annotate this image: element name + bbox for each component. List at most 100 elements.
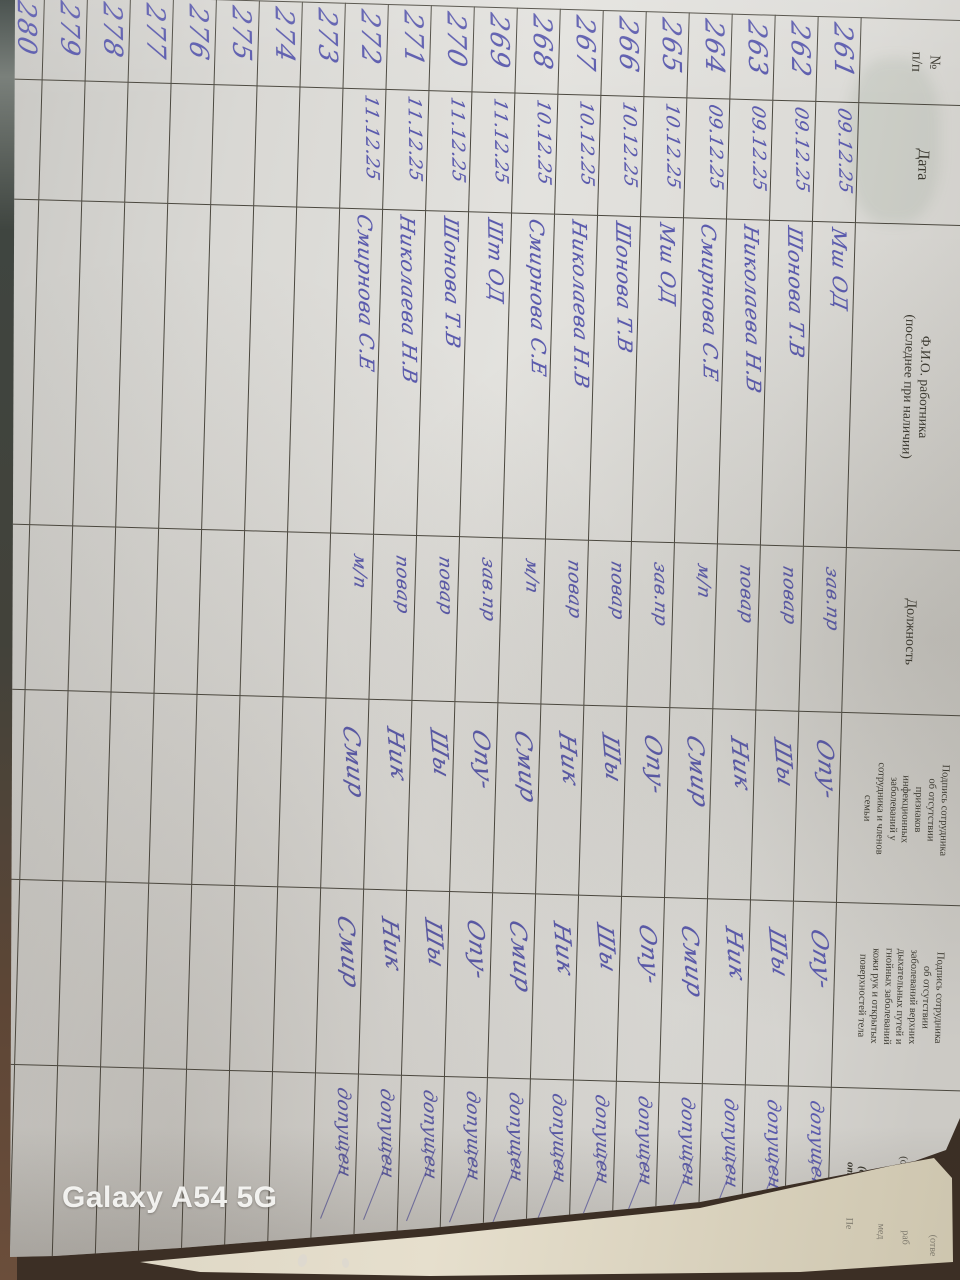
handwriting-sign2: Опу- bbox=[461, 916, 493, 984]
handwriting-date: 09.12.25 bbox=[790, 104, 813, 195]
handwriting-sign1: Ник bbox=[725, 733, 756, 794]
cell-sign1: Шы bbox=[578, 705, 627, 897]
handwriting-sign2: Шы bbox=[419, 915, 449, 972]
col-header-num: № п/п bbox=[858, 17, 960, 107]
cell-name bbox=[244, 205, 297, 532]
handwriting-result: допущен bbox=[591, 1084, 613, 1186]
handwriting-num: 275 bbox=[225, 3, 257, 65]
handwriting-position: м/п bbox=[521, 556, 543, 596]
cell-name bbox=[115, 202, 168, 529]
handwriting-num: 269 bbox=[483, 10, 515, 73]
cell-sign1 bbox=[62, 690, 112, 882]
cell-position: зав.пр bbox=[626, 541, 675, 708]
handwriting-result: допущен bbox=[462, 1081, 484, 1183]
cell-name: Смирнова С.Е bbox=[674, 217, 727, 544]
underpage-text-fragment: мед bbox=[875, 1223, 887, 1240]
cell-position bbox=[25, 524, 73, 691]
handwriting-name: Мш ОД bbox=[655, 220, 681, 309]
cell-date: 11.12.25 bbox=[382, 89, 429, 211]
handwriting-num: 263 bbox=[741, 17, 773, 80]
cell-date: 11.12.25 bbox=[425, 90, 472, 212]
handwriting-date: 10.12.25 bbox=[575, 98, 598, 189]
cell-sign2 bbox=[57, 880, 106, 1067]
cell-result bbox=[51, 1065, 101, 1257]
cell-num: 264 bbox=[686, 12, 733, 100]
handwriting-date: 09.12.25 bbox=[704, 102, 727, 193]
handwriting-name: Мш ОД bbox=[827, 225, 853, 313]
handwriting-name: Николаева Н.В bbox=[739, 222, 766, 396]
handwriting-position: зав.пр bbox=[477, 555, 500, 624]
cell-date: 09.12.25 bbox=[812, 101, 859, 223]
cell-name bbox=[29, 199, 82, 526]
handwriting-result: допущен bbox=[634, 1086, 656, 1188]
handwriting-sign2: Шы bbox=[762, 924, 793, 981]
handwriting-name: Шонова Т.В bbox=[783, 223, 809, 361]
handwriting-position: повар bbox=[778, 563, 801, 627]
cell-position: м/п bbox=[325, 533, 374, 700]
cell-date: 09.12.25 bbox=[726, 99, 773, 221]
cell-date: 09.12.25 bbox=[683, 97, 730, 220]
cell-num: 270 bbox=[428, 5, 475, 92]
cell-name: Николаева Н.В bbox=[717, 219, 770, 546]
cell-sign1 bbox=[148, 693, 198, 885]
handwriting-result: допущен bbox=[720, 1088, 742, 1190]
cell-result bbox=[180, 1069, 230, 1257]
cell-position bbox=[154, 528, 202, 695]
cell-sign1: Смир bbox=[492, 702, 541, 894]
cell-sign2: Опу- bbox=[788, 901, 837, 1088]
handwriting-num: 270 bbox=[440, 9, 472, 71]
handwriting-date: 11.12.25 bbox=[360, 92, 383, 183]
cell-num: 266 bbox=[600, 10, 647, 97]
handwriting-date: 11.12.25 bbox=[446, 95, 469, 186]
cell-date bbox=[81, 81, 129, 203]
cell-name: Николаева Н.В bbox=[373, 209, 426, 536]
cell-sign2: Смир bbox=[487, 892, 536, 1079]
cell-name bbox=[287, 206, 340, 534]
cell-name: Шонова Т.В bbox=[588, 215, 641, 542]
handwriting-position: повар bbox=[434, 554, 457, 618]
cell-num: 268 bbox=[514, 8, 561, 95]
cell-sign2 bbox=[143, 883, 192, 1070]
handwriting-sign1: Шы bbox=[596, 729, 627, 786]
cell-position: зав.пр bbox=[798, 546, 847, 713]
handwriting-result: допущен bbox=[548, 1083, 570, 1185]
cell-sign2: Шы bbox=[401, 890, 450, 1077]
cell-sign2 bbox=[100, 881, 149, 1069]
cell-num: 279 bbox=[42, 0, 88, 82]
cell-position bbox=[240, 530, 288, 697]
cell-date: 09.12.25 bbox=[769, 100, 816, 222]
handwriting-name: Шонова Т.В bbox=[439, 214, 466, 351]
col-header-date: Дата bbox=[855, 102, 960, 227]
cell-date bbox=[124, 82, 172, 204]
handwriting-sign1: Ник bbox=[381, 723, 412, 785]
cell-position: м/п bbox=[669, 542, 718, 709]
handwriting-date: 09.12.25 bbox=[747, 103, 770, 194]
handwriting-num: 264 bbox=[698, 16, 730, 79]
cell-sign1: Смир bbox=[320, 698, 369, 890]
handwriting-sign2: Смир bbox=[675, 921, 708, 1002]
cell-sign1 bbox=[277, 696, 326, 888]
cell-sign1: Ник bbox=[707, 708, 756, 900]
cell-num: 262 bbox=[772, 15, 819, 102]
cell-sign2: Ник bbox=[530, 893, 579, 1081]
handwriting-name: Шт ОД bbox=[483, 215, 509, 306]
handwriting-num: 267 bbox=[569, 12, 601, 75]
handwriting-sign2: Опу- bbox=[633, 920, 665, 989]
handwriting-num: 273 bbox=[311, 5, 343, 68]
handwriting-result: допущен bbox=[419, 1080, 441, 1182]
cell-num: 277 bbox=[128, 0, 174, 84]
cell-position: м/п bbox=[497, 537, 546, 705]
handwriting-num: 266 bbox=[612, 13, 644, 76]
handwriting-position: зав.пр bbox=[821, 564, 844, 634]
cell-name: Мш ОД bbox=[803, 221, 856, 548]
cell-position bbox=[197, 529, 245, 696]
cell-name bbox=[158, 203, 211, 530]
cell-sign2: Шы bbox=[573, 895, 622, 1082]
cell-position: зав.пр bbox=[454, 536, 503, 703]
handwriting-position: повар bbox=[563, 557, 586, 621]
camera-watermark: Galaxy A54 5G bbox=[62, 1181, 278, 1214]
handwriting-result: допущен bbox=[763, 1089, 785, 1191]
handwriting-num: 277 bbox=[139, 0, 171, 63]
cell-sign2: Смир bbox=[659, 897, 708, 1084]
